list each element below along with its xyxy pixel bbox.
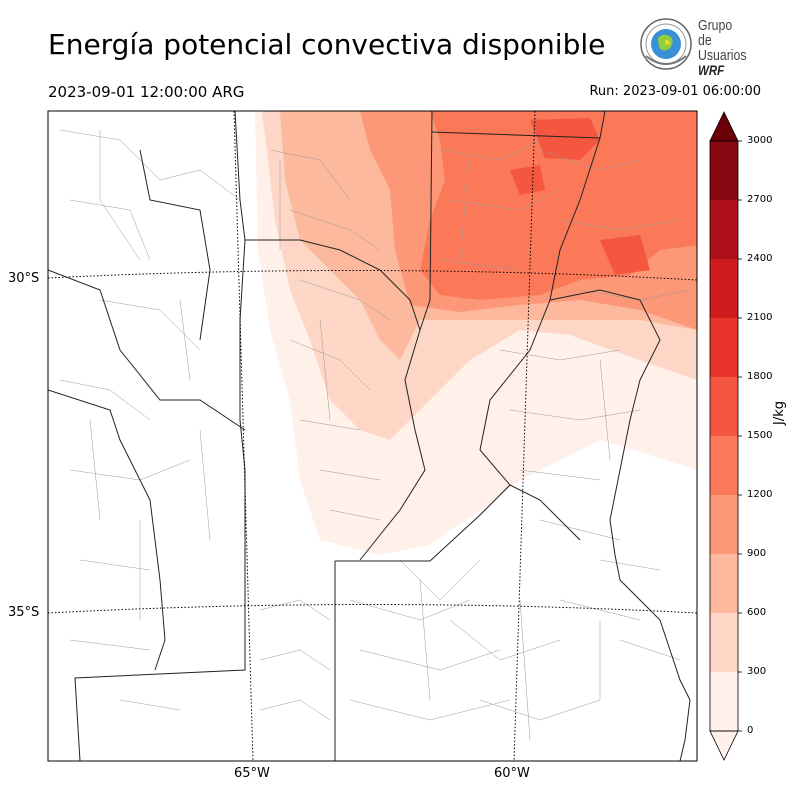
lon-label-65w: 65°W: [234, 766, 270, 781]
lat-label-30s: 30°S: [8, 271, 40, 286]
cape-level-5c: [600, 235, 650, 275]
colorbar-tick-label: 2400: [747, 253, 773, 264]
map-title: Energía potencial convectiva disponible: [48, 28, 606, 61]
colorbar-tick-label: 1800: [747, 371, 773, 382]
colorbar-tick-label: 0: [747, 725, 754, 736]
colorbar-tick-label: 900: [747, 548, 767, 559]
colorbar-under-triangle: [709, 730, 739, 761]
colorbar: [709, 111, 742, 761]
colorbar-tick-label: 2100: [747, 312, 773, 323]
colorbar-bin-7: [710, 259, 738, 318]
colorbar-bin-1: [710, 613, 738, 672]
admin-boundaries: [48, 111, 691, 761]
colorbar-tick-label: 3000: [747, 135, 773, 146]
cape-shading: [48, 111, 697, 761]
map-frame: [47, 110, 698, 762]
colorbar-bin-8: [710, 200, 738, 259]
colorbar-bin-9: [710, 141, 738, 200]
colorbar-bin-5: [710, 377, 738, 436]
colorbar-bin-3: [710, 495, 738, 554]
colorbar-over-triangle: [709, 111, 739, 142]
colorbar-frame: [709, 140, 739, 732]
cape-level-5: [530, 118, 600, 160]
colorbar-bin-4: [710, 436, 738, 495]
cape-level-5b: [510, 165, 545, 195]
parallel-30s: [47, 269, 698, 281]
river-plate-coast: [614, 554, 691, 761]
colorbar-bin-0: [710, 672, 738, 731]
valid-time: 2023-09-01 12:00:00 ARG: [48, 83, 245, 101]
lon-label-60w: 60°W: [494, 766, 530, 781]
logo-line-1: Grupo de: [698, 17, 733, 49]
logo-line-3: WRF: [698, 62, 725, 78]
wrf-users-group-logo: Grupo de Usuarios WRF: [638, 16, 760, 78]
colorbar-unit: J/kg: [772, 401, 787, 425]
logo-line-2: Usuarios: [698, 47, 747, 64]
globe-seal-icon: [640, 18, 692, 70]
colorbar-tick-label: 600: [747, 607, 767, 618]
province-boundaries: [48, 111, 661, 761]
colorbar-tick-label: 1500: [747, 430, 773, 441]
colorbar-tick-label: 2700: [747, 194, 773, 205]
graticule: [47, 110, 698, 762]
colorbar-tick-label: 300: [747, 666, 767, 677]
parallel-35s: [47, 604, 698, 614]
colorbar-bin-2: [710, 554, 738, 613]
colorbar-bin-6: [710, 318, 738, 377]
department-boundaries: [59, 129, 691, 741]
colorbar-tick-label: 1200: [747, 489, 773, 500]
run-time: Run: 2023-09-01 06:00:00: [589, 84, 761, 99]
lat-label-35s: 35°S: [8, 605, 40, 620]
